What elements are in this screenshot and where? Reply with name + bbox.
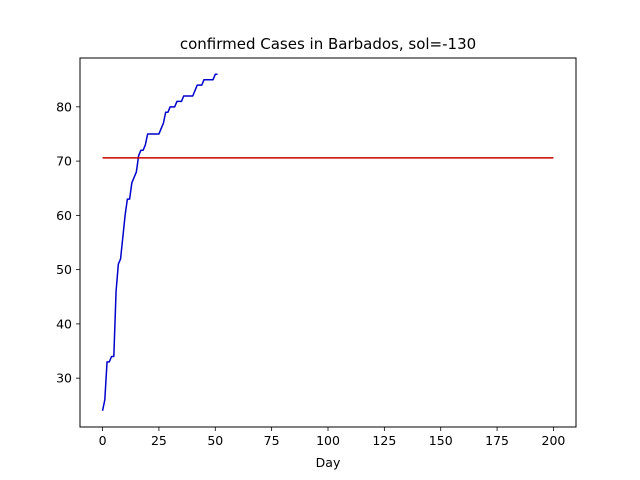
x-tick-label: 25: [151, 433, 167, 448]
series-line-0: [101, 73, 218, 411]
x-tick-label: 175: [485, 433, 509, 448]
y-tick-label: 30: [56, 371, 72, 386]
y-tick-label: 80: [56, 99, 72, 114]
axes-frame: [79, 57, 577, 428]
x-axis-label: Day: [316, 455, 341, 470]
x-tick-label: 0: [99, 433, 107, 448]
y-axis: 30 40 50 60 70 80: [56, 99, 80, 386]
x-axis: 0 25 50 75 100 125 150 175 200: [99, 427, 566, 448]
x-tick-label: 150: [429, 433, 453, 448]
plot-area: [101, 73, 554, 411]
y-tick-label: 40: [56, 316, 72, 331]
chart-title: confirmed Cases in Barbados, sol=-130: [180, 35, 476, 53]
x-tick-label: 75: [264, 433, 280, 448]
x-tick-label: 100: [316, 433, 340, 448]
x-tick-label: 125: [372, 433, 396, 448]
y-tick-label: 60: [56, 208, 72, 223]
x-tick-label: 200: [542, 433, 566, 448]
y-tick-label: 70: [56, 154, 72, 169]
x-tick-label: 50: [207, 433, 223, 448]
y-tick-label: 50: [56, 262, 72, 277]
